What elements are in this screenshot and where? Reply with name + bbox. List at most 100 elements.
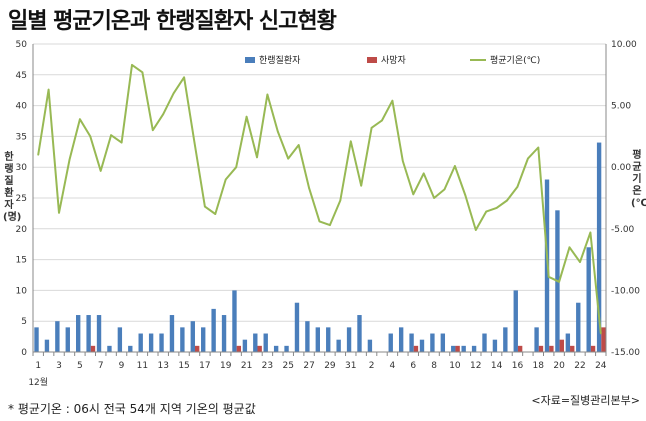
temperature-point [443, 188, 446, 191]
temperature-point [318, 220, 321, 223]
temperature-point [527, 157, 529, 160]
temperature-point [37, 154, 40, 156]
left-tick-label: 40 [16, 102, 28, 112]
patient-bar [346, 327, 352, 352]
right-tick-label: 10.00 [611, 40, 637, 50]
temperature-point [89, 135, 92, 138]
patient-bar [65, 327, 70, 352]
patient-bar [388, 333, 393, 352]
temperature-point [47, 88, 50, 91]
left-tick-label: 25 [16, 194, 27, 204]
patient-bar [263, 333, 268, 352]
temperature-point [277, 130, 279, 133]
x-tick-label: 17 [199, 361, 210, 371]
legend-patients-label: 한랭질환자 [259, 54, 301, 66]
temperature-point [485, 210, 487, 213]
left-tick-label: 30 [16, 163, 28, 173]
source-note: <자료=질병관리본부> [531, 394, 640, 407]
patient-bar [180, 327, 185, 352]
legend: 한랭질환자 사망자 평균기온(℃) [245, 54, 540, 66]
right-tick-label: 5.00 [611, 102, 631, 112]
x-tick-label: 22 [574, 361, 585, 371]
bars [34, 142, 606, 352]
patient-bar [190, 321, 195, 352]
x-tick-label: 8 [431, 361, 437, 371]
legend-deaths-label: 사망자 [381, 55, 407, 66]
temperature-point [308, 187, 310, 189]
death-bar [538, 345, 544, 352]
death-bar [559, 339, 564, 352]
patient-bar [76, 315, 81, 352]
temperature-point [495, 207, 498, 209]
death-bar [455, 345, 460, 352]
right-axis-title: 평균기온(℃) [631, 150, 646, 209]
temperature-point [381, 119, 383, 122]
patient-bar [273, 345, 279, 352]
x-tick-label: 18 [533, 361, 545, 371]
patient-bar [211, 308, 216, 352]
temperature-point [349, 140, 352, 143]
x-tick-label: 31 [345, 361, 356, 371]
death-bar [517, 345, 523, 352]
temperature-point [235, 166, 237, 168]
right-tick-label: 0.00 [611, 163, 631, 173]
temperature-point [224, 178, 227, 181]
x-tick-label: 7 [98, 361, 104, 371]
death-bar [90, 345, 96, 352]
patient-bar [201, 327, 206, 352]
patient-bar [596, 142, 602, 352]
temperature-point [391, 99, 394, 102]
patient-bar [534, 327, 539, 352]
temperature-point [433, 197, 435, 199]
patient-bar [326, 327, 331, 352]
temperature-point [162, 113, 165, 116]
temperature-point [99, 170, 102, 172]
temperature-point [360, 184, 362, 187]
temperature-point [589, 231, 592, 234]
temperature-point [516, 186, 519, 188]
x-tick-label: 21 [241, 361, 252, 371]
left-tick-label: 10 [16, 286, 28, 296]
x-tick-label: 19 [220, 361, 232, 371]
death-bar [257, 345, 262, 352]
chart-title: 일별 평균기온과 한랭질환자 신고현황 [8, 9, 337, 34]
temperature-point [568, 246, 571, 249]
temperature-point [370, 126, 373, 129]
patient-bar [430, 333, 435, 352]
x-tick-label: 3 [56, 361, 62, 371]
temperature-point [537, 146, 540, 149]
patient-bar [471, 345, 477, 352]
month-label: 12월 [28, 376, 48, 388]
x-tick-label: 24 [595, 361, 607, 371]
right-tick-label: -10.00 [611, 286, 640, 296]
x-tick-label: 14 [491, 361, 503, 371]
x-tick-label: 6 [410, 361, 416, 371]
temperature-point [422, 172, 425, 175]
patient-bar [461, 345, 466, 352]
temperature-point [599, 332, 602, 335]
patient-bar [284, 345, 289, 352]
temperature-point [152, 129, 154, 132]
axes: 05101520253035404550-15.00-10.00-5.000.0… [16, 40, 641, 388]
death-bar [590, 345, 596, 352]
temperature-point [141, 71, 144, 74]
temperature-point [474, 229, 477, 231]
patient-bar [86, 315, 91, 352]
x-tick-label: 13 [158, 361, 169, 371]
temperature-point [547, 276, 550, 278]
patient-bar [367, 339, 373, 352]
death-bar [570, 345, 575, 352]
patient-bar [148, 333, 154, 352]
patient-bar [398, 327, 404, 352]
temperature-point [204, 205, 206, 208]
temperature-point [464, 194, 467, 197]
left-tick-label: 5 [21, 317, 27, 327]
death-bar [194, 345, 200, 352]
temperature-point [287, 157, 290, 160]
left-axis-title: 한랭질환자(명) [3, 152, 22, 223]
temperature-point [329, 224, 331, 226]
temperature-point [120, 141, 123, 144]
x-tick-label: 9 [119, 361, 125, 371]
temperature-point [506, 199, 508, 202]
